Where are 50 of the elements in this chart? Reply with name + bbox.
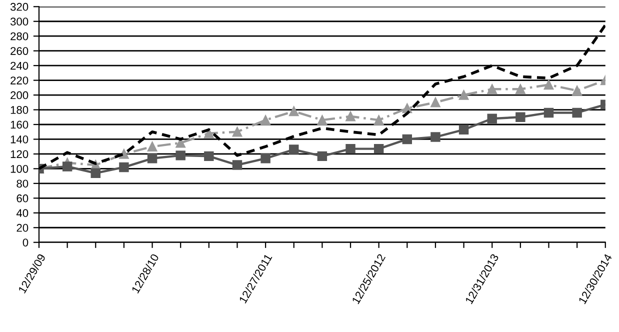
y-tick-label: 80 <box>16 180 28 188</box>
y-tick-label: 120 <box>10 150 28 158</box>
y-tick-label: 40 <box>16 209 28 218</box>
y-tick-label: 300 <box>10 18 28 26</box>
point <box>544 80 554 90</box>
point <box>374 115 384 125</box>
y-tick-label: 320 <box>10 2 28 11</box>
point <box>430 98 440 108</box>
y-tick-label: 160 <box>10 120 28 129</box>
point <box>317 115 328 125</box>
point <box>260 154 270 164</box>
y-tick-label: 100 <box>10 164 28 173</box>
point <box>374 144 384 154</box>
y-tick-label: 20 <box>16 224 28 232</box>
y-tick-label: 180 <box>10 106 28 114</box>
point <box>260 115 270 125</box>
point <box>176 150 186 160</box>
point <box>147 142 158 152</box>
point <box>346 144 356 154</box>
point <box>430 132 440 142</box>
point <box>487 114 497 124</box>
point <box>176 138 186 148</box>
point <box>572 86 582 96</box>
y-tick-label: 140 <box>10 136 28 144</box>
point <box>289 144 299 154</box>
point <box>458 90 469 100</box>
point <box>346 112 356 122</box>
point <box>402 134 412 144</box>
y-tick-label: 260 <box>10 47 28 55</box>
y-tick-label: 0 <box>22 238 28 246</box>
point <box>289 106 299 116</box>
point <box>458 124 469 135</box>
y-tick-label: 280 <box>10 32 28 40</box>
point <box>204 151 214 162</box>
point <box>119 162 129 172</box>
point <box>232 127 242 137</box>
point <box>516 84 526 94</box>
point <box>232 160 242 170</box>
y-tick-label: 200 <box>10 91 28 100</box>
y-tick-label: 240 <box>10 62 28 70</box>
point <box>90 168 100 178</box>
point <box>147 154 158 164</box>
y-tick-label: 60 <box>16 194 28 202</box>
point <box>572 108 582 118</box>
point <box>317 151 328 162</box>
point <box>487 84 497 94</box>
y-tick-label: 220 <box>10 76 28 84</box>
point <box>516 112 526 122</box>
point <box>544 108 554 118</box>
point <box>62 162 72 172</box>
